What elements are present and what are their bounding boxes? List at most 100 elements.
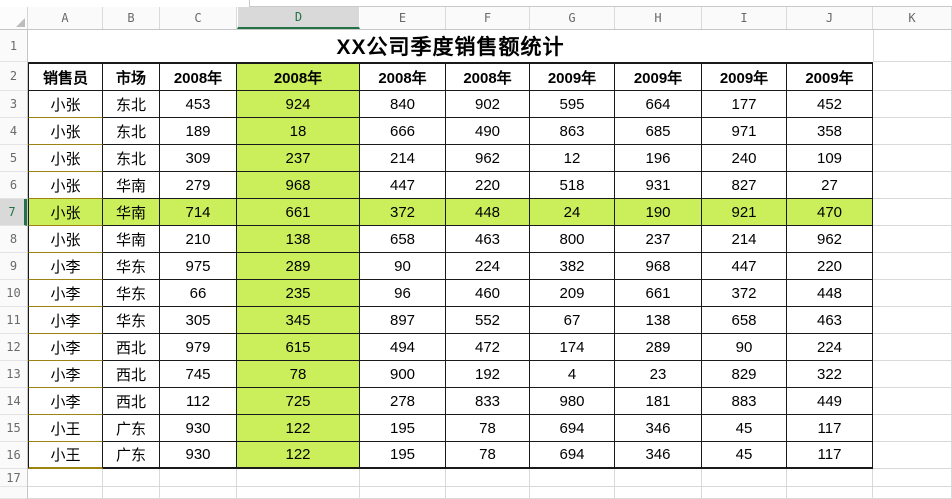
cell-B18[interactable] bbox=[103, 487, 160, 499]
cell-I5[interactable]: 240 bbox=[702, 145, 787, 172]
cell-F9[interactable]: 224 bbox=[446, 253, 530, 280]
cell-F5[interactable]: 962 bbox=[446, 145, 530, 172]
cell-G11[interactable]: 67 bbox=[530, 307, 615, 334]
cell-K4[interactable] bbox=[873, 118, 952, 145]
cell-H15[interactable]: 346 bbox=[615, 415, 702, 442]
cell-K8[interactable] bbox=[873, 226, 952, 253]
cell-K6[interactable] bbox=[873, 172, 952, 199]
cell-C8[interactable]: 210 bbox=[160, 226, 237, 253]
cell-D9[interactable]: 289 bbox=[237, 253, 360, 280]
cell-A3[interactable]: 小张 bbox=[28, 91, 103, 118]
cell-C13[interactable]: 745 bbox=[160, 361, 237, 388]
cell-E8[interactable]: 658 bbox=[360, 226, 446, 253]
column-header-F[interactable]: F bbox=[446, 7, 530, 29]
cell-A11[interactable]: 小李 bbox=[28, 307, 103, 334]
header-cell-I2[interactable]: 2009年 bbox=[702, 62, 787, 91]
header-cell-C2[interactable]: 2008年 bbox=[160, 62, 237, 91]
row-header-10[interactable]: 10 bbox=[0, 280, 27, 307]
cell-E9[interactable]: 90 bbox=[360, 253, 446, 280]
row-header-1[interactable]: 1 bbox=[0, 30, 27, 62]
cell-D12[interactable]: 615 bbox=[237, 334, 360, 361]
cell-D10[interactable]: 235 bbox=[237, 280, 360, 307]
header-cell-J2[interactable]: 2009年 bbox=[787, 62, 873, 91]
cell-C18[interactable] bbox=[160, 487, 237, 499]
cell-G15[interactable]: 694 bbox=[530, 415, 615, 442]
cell-D3[interactable]: 924 bbox=[237, 91, 360, 118]
cell-I9[interactable]: 447 bbox=[702, 253, 787, 280]
cell-G4[interactable]: 863 bbox=[530, 118, 615, 145]
cell-F6[interactable]: 220 bbox=[446, 172, 530, 199]
cell-I6[interactable]: 827 bbox=[702, 172, 787, 199]
row-header-17[interactable]: 17 bbox=[0, 469, 27, 487]
cell-H12[interactable]: 289 bbox=[615, 334, 702, 361]
row-header-7[interactable]: 7 bbox=[0, 199, 27, 226]
cell-E7[interactable]: 372 bbox=[360, 199, 446, 226]
cell-G8[interactable]: 800 bbox=[530, 226, 615, 253]
cell-J5[interactable]: 109 bbox=[787, 145, 873, 172]
cell-J18[interactable] bbox=[787, 487, 873, 499]
cell-A5[interactable]: 小张 bbox=[28, 145, 103, 172]
column-header-B[interactable]: B bbox=[103, 7, 160, 29]
cell-A12[interactable]: 小李 bbox=[28, 334, 103, 361]
cell-G16[interactable]: 694 bbox=[530, 442, 615, 469]
cell-D17[interactable] bbox=[237, 469, 360, 487]
cell-J10[interactable]: 448 bbox=[787, 280, 873, 307]
cell-K15[interactable] bbox=[873, 415, 952, 442]
cell-K10[interactable] bbox=[873, 280, 952, 307]
row-header-15[interactable]: 15 bbox=[0, 415, 27, 442]
cell-E17[interactable] bbox=[360, 469, 446, 487]
cell-E3[interactable]: 840 bbox=[360, 91, 446, 118]
cell-C11[interactable]: 305 bbox=[160, 307, 237, 334]
cell-B12[interactable]: 西北 bbox=[103, 334, 160, 361]
cell-J8[interactable]: 962 bbox=[787, 226, 873, 253]
cell-A10[interactable]: 小李 bbox=[28, 280, 103, 307]
cell-E15[interactable]: 195 bbox=[360, 415, 446, 442]
cell-E12[interactable]: 494 bbox=[360, 334, 446, 361]
cell-B5[interactable]: 东北 bbox=[103, 145, 160, 172]
cell-E16[interactable]: 195 bbox=[360, 442, 446, 469]
column-header-I[interactable]: I bbox=[702, 7, 787, 29]
cell-E10[interactable]: 96 bbox=[360, 280, 446, 307]
cell-I18[interactable] bbox=[702, 487, 787, 499]
cell-D8[interactable]: 138 bbox=[237, 226, 360, 253]
header-cell-E2[interactable]: 2008年 bbox=[360, 62, 446, 91]
cell-C4[interactable]: 189 bbox=[160, 118, 237, 145]
cell-K13[interactable] bbox=[873, 361, 952, 388]
cell-A17[interactable] bbox=[28, 469, 103, 487]
cell-F14[interactable]: 833 bbox=[446, 388, 530, 415]
cell-A7[interactable]: 小张 bbox=[28, 199, 103, 226]
cell-K12[interactable] bbox=[873, 334, 952, 361]
cell-K18[interactable] bbox=[873, 487, 952, 499]
cell-G17[interactable] bbox=[530, 469, 615, 487]
cell-I13[interactable]: 829 bbox=[702, 361, 787, 388]
cell-J6[interactable]: 27 bbox=[787, 172, 873, 199]
cell-H5[interactable]: 196 bbox=[615, 145, 702, 172]
cell-E18[interactable] bbox=[360, 487, 446, 499]
row-header-3[interactable]: 3 bbox=[0, 91, 27, 118]
cell-F3[interactable]: 902 bbox=[446, 91, 530, 118]
cell-K11[interactable] bbox=[873, 307, 952, 334]
cell-F10[interactable]: 460 bbox=[446, 280, 530, 307]
cell-H8[interactable]: 237 bbox=[615, 226, 702, 253]
cell-F12[interactable]: 472 bbox=[446, 334, 530, 361]
cell-C7[interactable]: 714 bbox=[160, 199, 237, 226]
cell-J3[interactable]: 452 bbox=[787, 91, 873, 118]
cell-B4[interactable]: 东北 bbox=[103, 118, 160, 145]
cell-H9[interactable]: 968 bbox=[615, 253, 702, 280]
row-header-4[interactable]: 4 bbox=[0, 118, 27, 145]
cell-J15[interactable]: 117 bbox=[787, 415, 873, 442]
cell-A15[interactable]: 小王 bbox=[28, 415, 103, 442]
cell-C17[interactable] bbox=[160, 469, 237, 487]
cell-D5[interactable]: 237 bbox=[237, 145, 360, 172]
cell-K7[interactable] bbox=[873, 199, 952, 226]
cell-I17[interactable] bbox=[702, 469, 787, 487]
cell-C3[interactable]: 453 bbox=[160, 91, 237, 118]
row-header-11[interactable]: 11 bbox=[0, 307, 27, 334]
cell-B16[interactable]: 广东 bbox=[103, 442, 160, 469]
header-cell-B2[interactable]: 市场 bbox=[103, 62, 160, 91]
cell-K5[interactable] bbox=[873, 145, 952, 172]
cell-B14[interactable]: 西北 bbox=[103, 388, 160, 415]
cell-B17[interactable] bbox=[103, 469, 160, 487]
cell-J7[interactable]: 470 bbox=[787, 199, 873, 226]
cell-B10[interactable]: 华东 bbox=[103, 280, 160, 307]
